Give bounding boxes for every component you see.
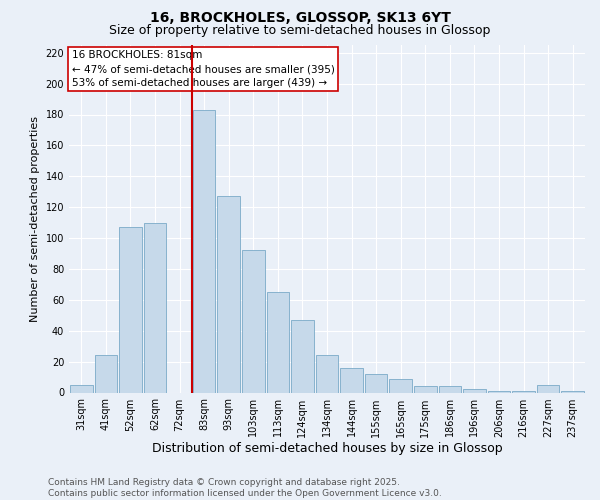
- Bar: [193, 110, 215, 393]
- Bar: [143, 222, 166, 392]
- Bar: [340, 368, 363, 392]
- Bar: [365, 374, 388, 392]
- Bar: [537, 385, 559, 392]
- Bar: [414, 386, 437, 392]
- Bar: [463, 390, 486, 392]
- Text: Contains HM Land Registry data © Crown copyright and database right 2025.
Contai: Contains HM Land Registry data © Crown c…: [48, 478, 442, 498]
- Bar: [291, 320, 314, 392]
- Bar: [389, 378, 412, 392]
- Text: Size of property relative to semi-detached houses in Glossop: Size of property relative to semi-detach…: [109, 24, 491, 37]
- Text: 16 BROCKHOLES: 81sqm
← 47% of semi-detached houses are smaller (395)
53% of semi: 16 BROCKHOLES: 81sqm ← 47% of semi-detac…: [71, 50, 334, 88]
- Bar: [119, 227, 142, 392]
- Bar: [512, 391, 535, 392]
- Bar: [217, 196, 240, 392]
- Bar: [439, 386, 461, 392]
- Bar: [266, 292, 289, 392]
- Bar: [95, 356, 117, 393]
- Bar: [562, 391, 584, 392]
- X-axis label: Distribution of semi-detached houses by size in Glossop: Distribution of semi-detached houses by …: [152, 442, 502, 456]
- Bar: [488, 391, 511, 392]
- Y-axis label: Number of semi-detached properties: Number of semi-detached properties: [30, 116, 40, 322]
- Bar: [70, 385, 92, 392]
- Bar: [242, 250, 265, 392]
- Bar: [316, 356, 338, 393]
- Text: 16, BROCKHOLES, GLOSSOP, SK13 6YT: 16, BROCKHOLES, GLOSSOP, SK13 6YT: [149, 11, 451, 25]
